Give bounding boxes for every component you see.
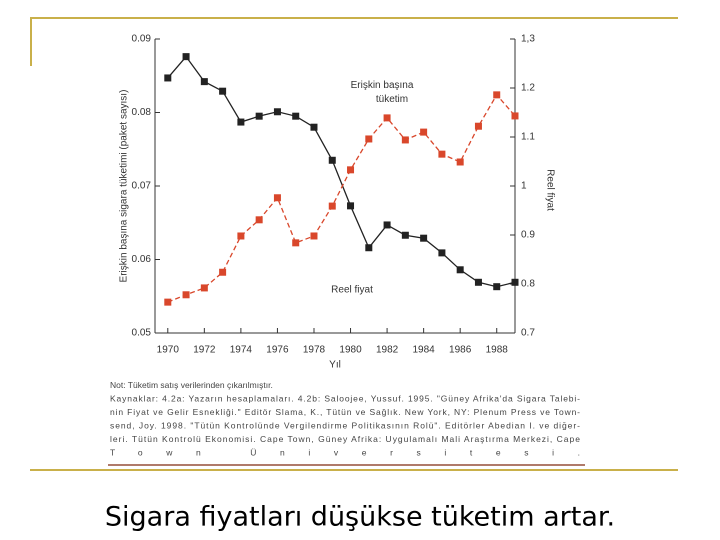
data-point <box>438 150 446 158</box>
data-point <box>182 291 190 299</box>
data-point <box>347 166 355 174</box>
x-tick-label: 1970 <box>157 345 180 356</box>
data-point <box>511 112 519 120</box>
data-point <box>200 284 208 292</box>
data-point <box>347 202 355 210</box>
source-note: Kaynaklar: 4.2a: Yazarın hesaplamaları. … <box>110 394 580 404</box>
y2-tick-label: 0.7 <box>521 328 535 339</box>
y2-tick-label: 1 <box>521 181 527 192</box>
series-label: Reel fiyat <box>331 285 373 296</box>
data-point <box>219 268 227 276</box>
y-tick-label: 0.08 <box>132 107 152 118</box>
data-point <box>401 231 409 239</box>
y2-tick-label: 0.8 <box>521 279 535 290</box>
data-point <box>273 194 281 202</box>
data-point <box>420 128 428 136</box>
data-point <box>310 232 318 240</box>
data-point <box>456 266 464 274</box>
y2-axis-label: Reel fiyat <box>544 169 555 211</box>
data-point <box>383 114 391 122</box>
data-point <box>292 239 300 247</box>
data-point <box>328 156 336 164</box>
x-tick-label: 1974 <box>230 345 253 356</box>
x-tick-label: 1978 <box>303 345 326 356</box>
y2-tick-label: 0.9 <box>521 230 535 241</box>
data-point <box>420 234 428 242</box>
source-note: nin Fiyat ve Gelir Esnekliği." Editör Sl… <box>110 407 580 417</box>
x-tick-label: 1986 <box>449 345 472 356</box>
data-point <box>401 136 409 144</box>
data-point <box>237 232 245 240</box>
source-note: Not: Tüketim satış verilerinden çıkarılm… <box>110 380 273 390</box>
data-point <box>182 53 190 61</box>
data-point <box>383 221 391 229</box>
data-point <box>200 78 208 86</box>
source-note: Town Üniversitesi. <box>110 448 580 458</box>
source-note: send, Joy. 1998. "Tütün Kontrolünde Verg… <box>110 421 580 431</box>
data-point <box>255 112 263 120</box>
source-note: leri. Tütün Kontrolü Ekonomisi. Cape Tow… <box>110 434 580 444</box>
series-label: Erişkin başına tüketim <box>351 80 414 105</box>
data-point <box>219 87 227 95</box>
y-tick-label: 0.09 <box>132 34 152 45</box>
data-point <box>328 202 336 210</box>
data-point <box>474 122 482 130</box>
x-tick-label: 1980 <box>339 345 362 356</box>
data-point <box>237 118 245 126</box>
x-tick-label: 1984 <box>413 345 436 356</box>
x-tick-label: 1976 <box>266 345 289 356</box>
y-tick-label: 0.07 <box>132 181 152 192</box>
y2-tick-label: 1.1 <box>521 132 535 143</box>
data-point <box>474 278 482 286</box>
data-point <box>511 278 519 286</box>
data-point <box>438 249 446 257</box>
data-point <box>292 112 300 120</box>
slide-title: Sigara fiyatları düşükse tüketim artar. <box>105 502 615 533</box>
x-axis-label: Yıl <box>329 360 341 371</box>
x-tick-label: 1972 <box>193 345 216 356</box>
y-axis-label: Erişkin başına sigara tüketimi (paket sa… <box>119 90 130 283</box>
data-point <box>164 298 172 306</box>
data-point <box>255 216 263 224</box>
data-point <box>365 135 373 143</box>
data-point <box>365 244 373 252</box>
y-tick-label: 0.06 <box>132 254 152 265</box>
data-point <box>493 283 501 291</box>
data-point <box>493 91 501 99</box>
y2-tick-label: 1,3 <box>521 34 535 45</box>
x-tick-label: 1982 <box>376 345 399 356</box>
data-point <box>456 158 464 166</box>
data-point <box>310 123 318 131</box>
y2-tick-label: 1.2 <box>521 83 535 94</box>
data-point <box>273 108 281 116</box>
y-tick-label: 0.05 <box>132 328 152 339</box>
data-point <box>164 74 172 82</box>
x-tick-label: 1988 <box>486 345 509 356</box>
